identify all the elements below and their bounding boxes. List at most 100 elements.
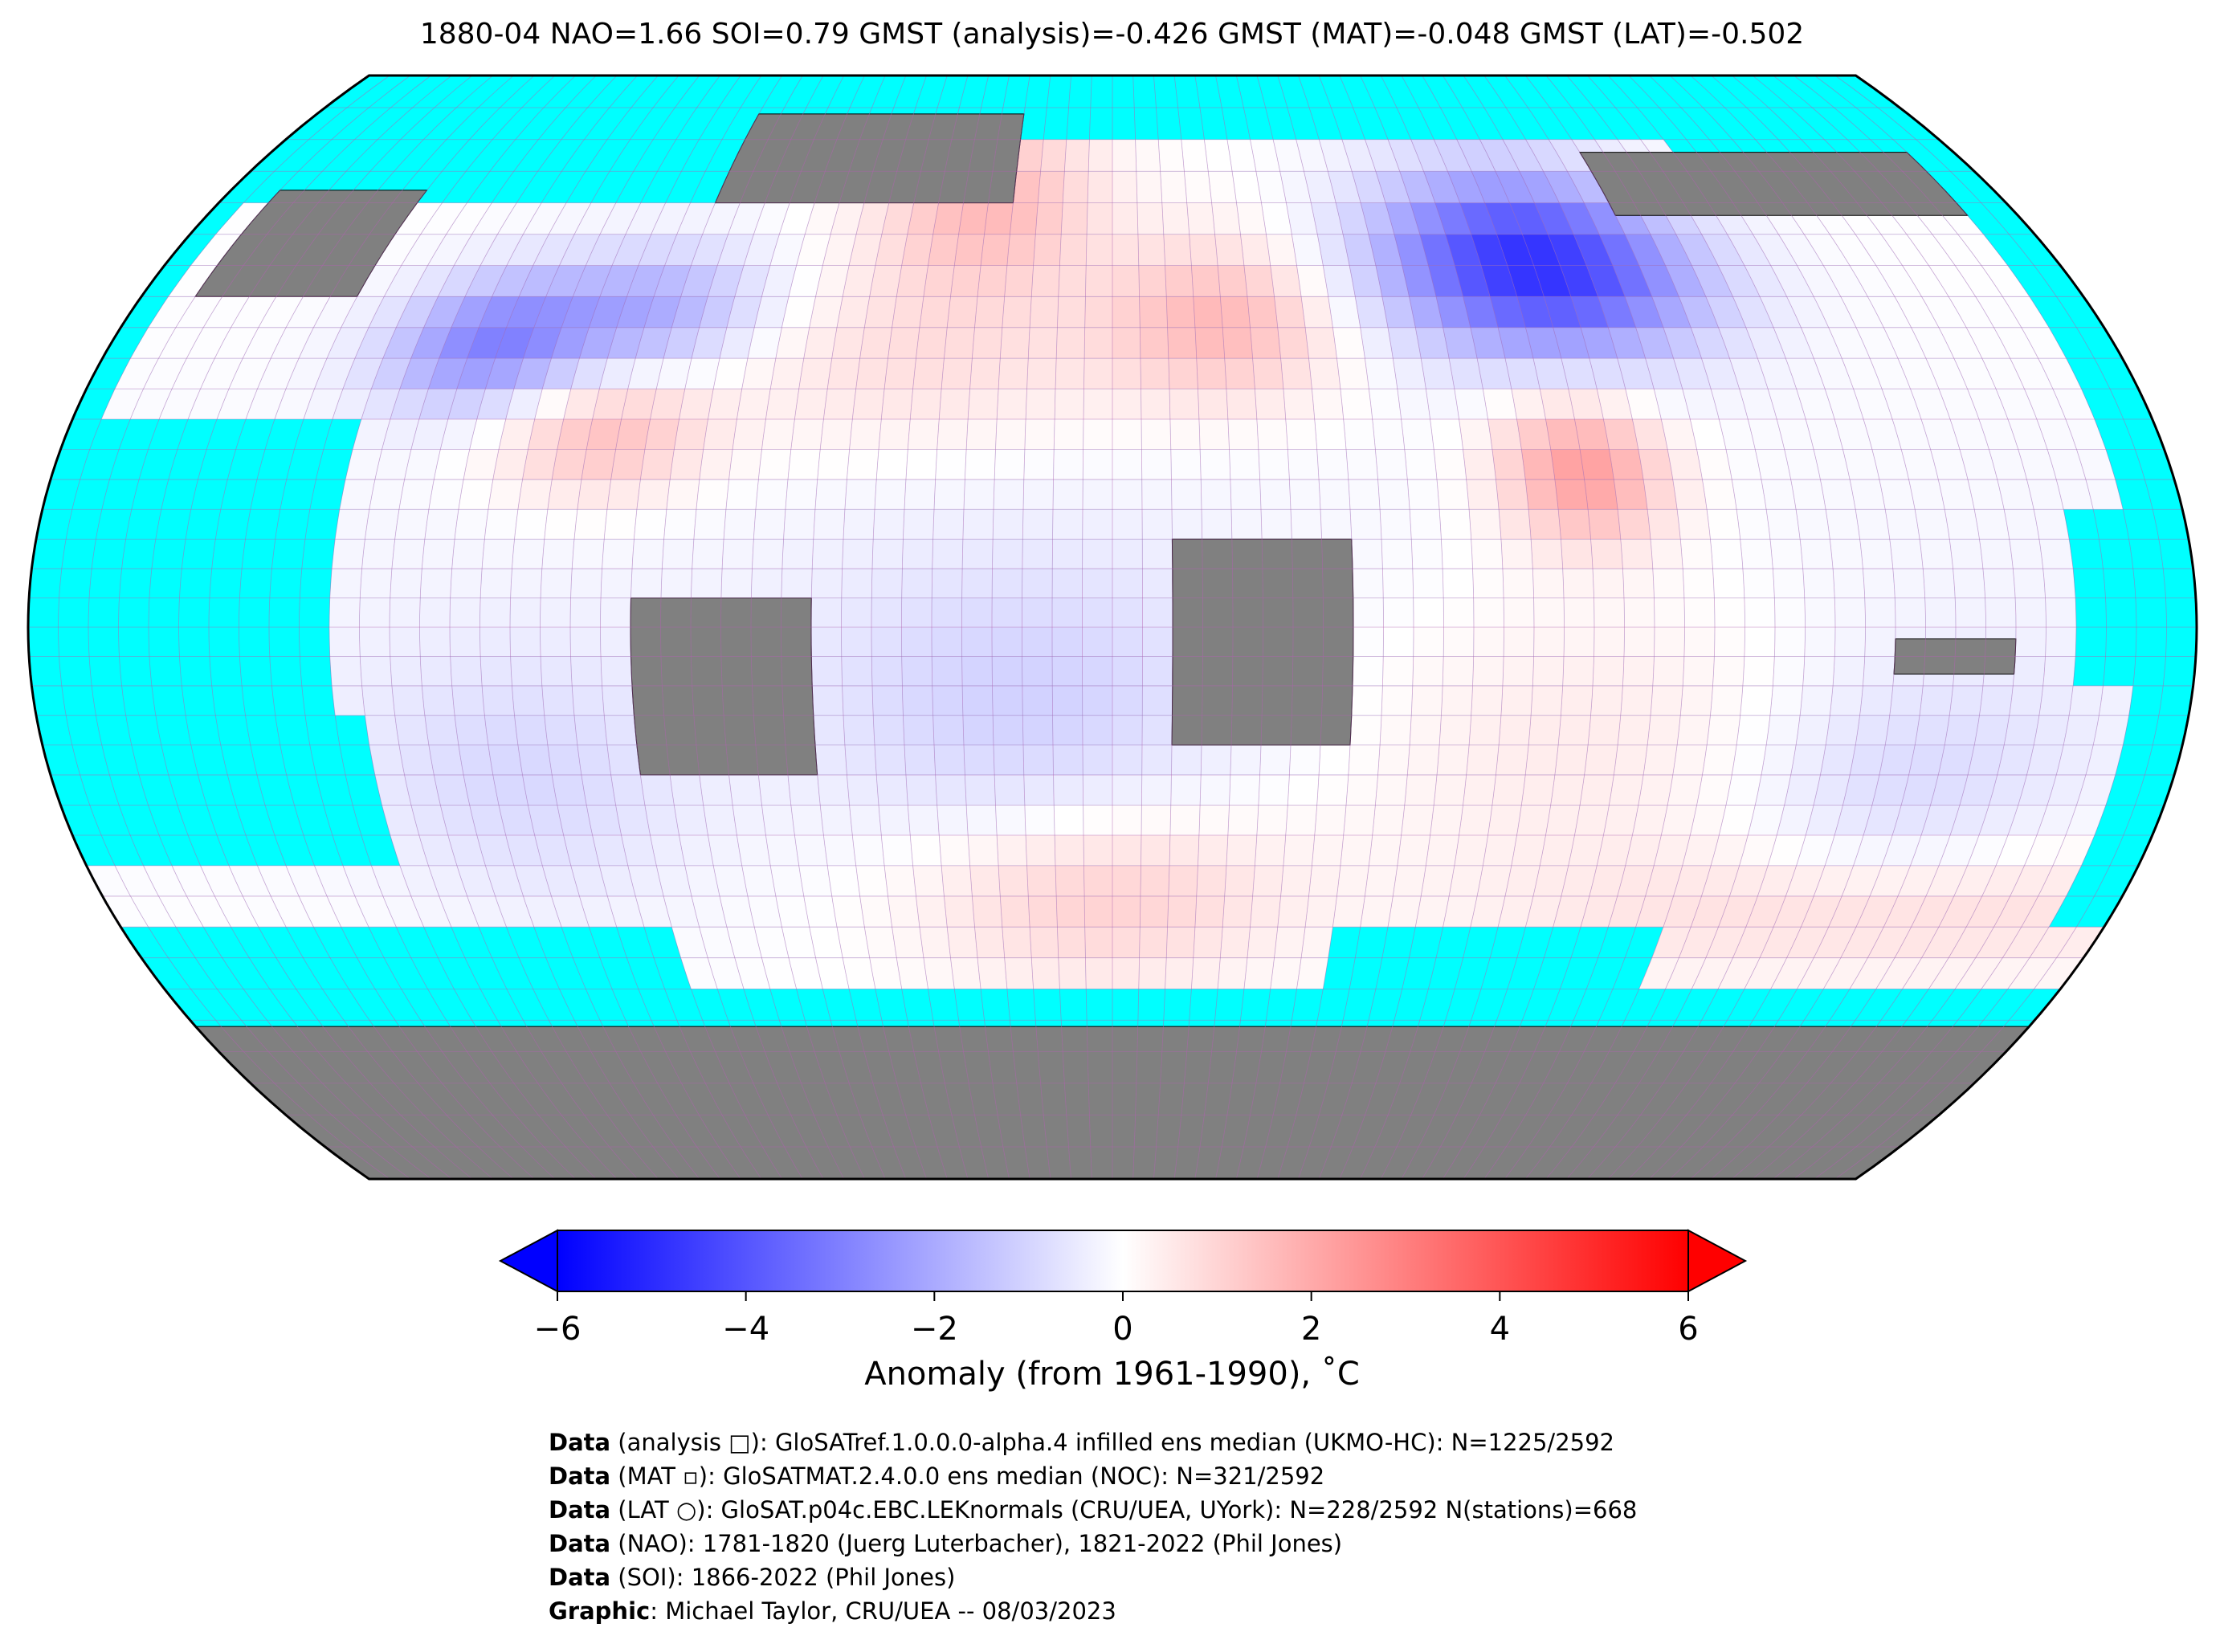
- anomaly-cell: [944, 327, 975, 359]
- anomaly-cell: [1484, 202, 1523, 235]
- anomaly-cell: [1652, 656, 1684, 686]
- anomaly-cell: [602, 539, 635, 569]
- anomaly-cell: [1402, 265, 1436, 297]
- anomaly-cell: [1814, 927, 1856, 958]
- anomaly-cell: [935, 449, 967, 480]
- anomaly-cell: [708, 265, 744, 297]
- anomaly-cell: [992, 569, 1022, 598]
- anomaly-cell: [1443, 327, 1478, 359]
- anomaly-cell: [684, 358, 720, 390]
- anomaly-cell: [1975, 296, 2022, 328]
- anomaly-cell: [1443, 569, 1474, 598]
- anomaly-cell: [1580, 449, 1614, 480]
- anomaly-cell: [1479, 139, 1520, 172]
- anomaly-cell: [1232, 171, 1262, 203]
- anomaly-cell: [1473, 598, 1504, 627]
- anomaly-cell: [1243, 265, 1275, 297]
- anomaly-cell: [510, 569, 542, 598]
- anomaly-cell: [1255, 389, 1286, 419]
- anomaly-cell: [286, 296, 331, 328]
- anomaly-cell: [1372, 805, 1405, 835]
- anomaly-cell: [1966, 327, 2010, 359]
- anomaly-cell: [901, 656, 932, 686]
- anomaly-cell: [1022, 539, 1053, 569]
- anomaly-cell: [679, 835, 714, 866]
- anomaly-cell: [1797, 957, 1841, 989]
- anomaly-cell: [1218, 265, 1247, 297]
- anomaly-cell: [1382, 569, 1414, 598]
- anomaly-cell: [1561, 539, 1593, 569]
- anomaly-cell: [616, 296, 655, 328]
- anomaly-cell: [1590, 539, 1623, 569]
- anomaly-cell: [1892, 419, 1931, 450]
- anomaly-cell: [1561, 865, 1598, 896]
- anomaly-cell: [1597, 389, 1633, 419]
- anomaly-cell: [1711, 389, 1749, 419]
- anomaly-cell: [1385, 202, 1420, 235]
- anomaly-cell: [1882, 835, 1921, 866]
- anomaly-cell: [1522, 234, 1561, 266]
- anomaly-cell: [1777, 419, 1814, 450]
- anomaly-cell: [329, 569, 362, 598]
- anomaly-cell: [1466, 744, 1500, 775]
- anomaly-cell: [1534, 202, 1574, 235]
- anomaly-cell: [881, 389, 913, 419]
- anomaly-cell: [1679, 927, 1719, 958]
- anomaly-cell: [737, 389, 771, 419]
- anomaly-cell: [1549, 139, 1592, 172]
- anomaly-cell: [691, 234, 728, 266]
- anomaly-cell: [2056, 744, 2094, 775]
- anomaly-cell: [864, 296, 897, 328]
- anomaly-cell: [523, 202, 566, 235]
- anomaly-cell: [533, 296, 573, 328]
- anomaly-cell: [1492, 774, 1526, 806]
- anomaly-cell: [482, 685, 515, 716]
- anomaly-cell: [1727, 234, 1771, 266]
- anomaly-cell: [1112, 358, 1141, 390]
- anomaly-cell: [728, 774, 762, 806]
- anomaly-cell: [1466, 479, 1500, 510]
- anomaly-cell: [271, 327, 314, 359]
- anomaly-cell: [1740, 685, 1773, 716]
- anomaly-cell: [214, 895, 259, 928]
- anomaly-cell: [640, 449, 675, 480]
- anomaly-cell: [872, 539, 904, 569]
- anomaly-cell: [1930, 449, 1968, 480]
- anomaly-cell: [1667, 774, 1703, 806]
- anomaly-cell: [1198, 389, 1228, 419]
- anomaly-cell: [2024, 835, 2066, 866]
- anomaly-cell: [382, 895, 424, 928]
- anomaly-cell: [601, 569, 632, 598]
- anomaly-cell: [1336, 358, 1369, 390]
- anomaly-cell: [785, 479, 818, 510]
- anomaly-cell: [542, 865, 580, 896]
- anomaly-cell: [1312, 389, 1344, 419]
- anomaly-cell: [1732, 744, 1767, 775]
- anomaly-cell: [1826, 509, 1860, 540]
- anomaly-cell: [905, 449, 937, 480]
- anomaly-cell: [1562, 656, 1594, 686]
- anomaly-cell: [1533, 265, 1571, 297]
- credit-line: Data (NAO): 1781-1820 (Juerg Luterbacher…: [549, 1530, 1343, 1557]
- anomaly-cell: [1340, 389, 1373, 419]
- anomaly-cell: [817, 774, 850, 806]
- anomaly-cell: [872, 685, 904, 716]
- anomaly-cell: [313, 296, 357, 328]
- anomaly-cell: [855, 358, 888, 390]
- anomaly-cell: [1981, 957, 2030, 989]
- anomaly-cell: [1617, 358, 1655, 390]
- anomaly-cell: [656, 865, 692, 896]
- anomaly-cell: [476, 835, 514, 866]
- anomaly-cell: [1172, 509, 1202, 540]
- anomaly-cell: [1226, 389, 1257, 419]
- anomaly-cell: [741, 358, 776, 390]
- colorbar-tick-label: 4: [1489, 1311, 1511, 1348]
- anomaly-cell: [410, 419, 448, 450]
- anomaly-cell: [950, 265, 981, 297]
- anomaly-cell: [1112, 656, 1143, 686]
- anomaly-cell: [1736, 509, 1770, 540]
- anomaly-cell: [541, 539, 574, 569]
- anomaly-cell: [513, 358, 552, 390]
- anomaly-cell: [1651, 296, 1691, 328]
- anomaly-cell: [1030, 296, 1059, 328]
